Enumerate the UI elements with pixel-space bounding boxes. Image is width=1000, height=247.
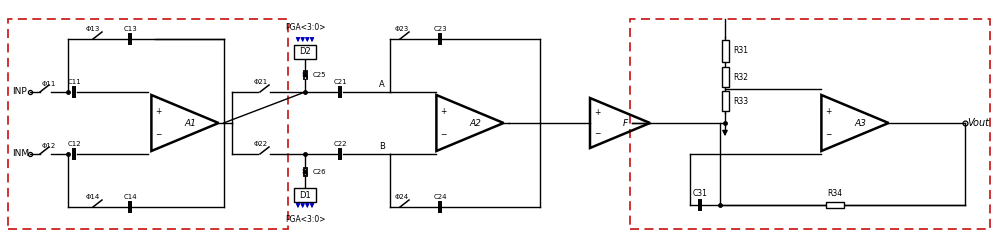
- Text: A3: A3: [854, 119, 866, 127]
- Text: −: −: [155, 130, 162, 139]
- Text: INP: INP: [12, 87, 27, 97]
- Bar: [722, 67, 728, 87]
- Text: A2: A2: [469, 119, 481, 127]
- Text: +: +: [440, 107, 447, 116]
- Text: Φ14: Φ14: [86, 194, 100, 200]
- Text: Φ22: Φ22: [254, 141, 268, 147]
- Text: F: F: [622, 119, 628, 127]
- Bar: [294, 45, 316, 59]
- Text: +: +: [594, 108, 600, 117]
- Text: PGA<3:0>: PGA<3:0>: [285, 23, 325, 32]
- Text: C11: C11: [67, 79, 81, 85]
- Bar: [294, 188, 316, 202]
- Text: Φ13: Φ13: [86, 26, 100, 32]
- Text: A: A: [379, 80, 385, 89]
- Text: C23: C23: [433, 26, 447, 32]
- Bar: [630, 19, 990, 229]
- Text: −: −: [440, 130, 447, 139]
- Text: C22: C22: [333, 141, 347, 147]
- Text: C31: C31: [693, 189, 707, 198]
- Text: C12: C12: [67, 141, 81, 147]
- Bar: [826, 202, 844, 208]
- Text: C13: C13: [123, 26, 137, 32]
- Text: −: −: [825, 130, 832, 139]
- Text: −: −: [594, 129, 600, 138]
- Text: Φ12: Φ12: [42, 143, 56, 149]
- Text: D2: D2: [299, 47, 311, 57]
- Text: R33: R33: [733, 97, 748, 105]
- Text: R31: R31: [733, 46, 748, 56]
- Text: C21: C21: [333, 79, 347, 85]
- Text: Φ24: Φ24: [395, 194, 409, 200]
- Text: Φ21: Φ21: [254, 79, 268, 85]
- Text: C25: C25: [313, 72, 326, 78]
- Text: PGA<3:0>: PGA<3:0>: [285, 215, 325, 224]
- Text: Vout: Vout: [967, 118, 989, 128]
- Text: B: B: [379, 142, 385, 151]
- Text: Φ23: Φ23: [395, 26, 409, 32]
- Text: C24: C24: [433, 194, 447, 200]
- Text: R34: R34: [827, 189, 843, 198]
- Text: D1: D1: [299, 190, 311, 200]
- Text: Φ11: Φ11: [42, 81, 56, 87]
- Bar: [722, 91, 728, 111]
- Text: C14: C14: [123, 194, 137, 200]
- Text: R32: R32: [733, 73, 748, 82]
- Text: INM: INM: [12, 149, 29, 159]
- Text: +: +: [825, 107, 832, 116]
- Text: A1: A1: [184, 119, 196, 127]
- Bar: [722, 40, 728, 62]
- Text: C26: C26: [313, 169, 327, 175]
- Text: +: +: [155, 107, 162, 116]
- Bar: [8, 19, 288, 229]
